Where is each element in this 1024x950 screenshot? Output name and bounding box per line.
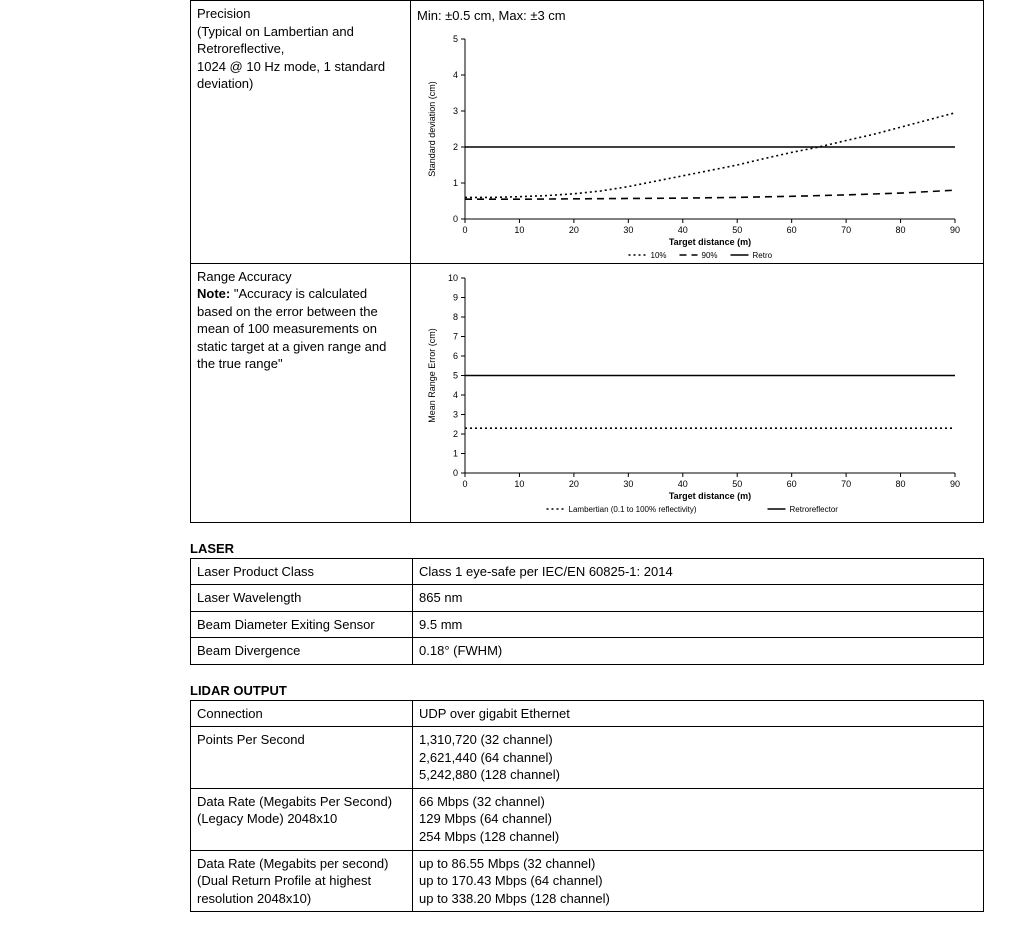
svg-text:4: 4: [453, 390, 458, 400]
svg-text:50: 50: [732, 479, 742, 489]
laser-table: Laser Product ClassClass 1 eye-safe per …: [190, 558, 984, 665]
svg-text:0: 0: [453, 214, 458, 224]
lidar-output-table: ConnectionUDP over gigabit EthernetPoint…: [190, 700, 984, 912]
spec-label: Connection: [191, 700, 413, 727]
svg-text:2: 2: [453, 429, 458, 439]
svg-text:10: 10: [514, 479, 524, 489]
svg-text:5: 5: [453, 370, 458, 380]
range-accuracy-label-cell: Range Accuracy Note: "Accuracy is calcul…: [191, 263, 411, 522]
table-row: Data Rate (Megabits per second) (Dual Re…: [191, 850, 984, 912]
spec-value: 865 nm: [413, 585, 984, 612]
svg-text:10: 10: [514, 225, 524, 235]
svg-text:3: 3: [453, 409, 458, 419]
table-row: ConnectionUDP over gigabit Ethernet: [191, 700, 984, 727]
svg-text:Retroreflector: Retroreflector: [790, 505, 839, 514]
svg-text:0: 0: [453, 468, 458, 478]
svg-text:0: 0: [462, 225, 467, 235]
precision-title: Precision: [197, 6, 250, 21]
precision-subtitle: (Typical on Lambertian and Retroreflecti…: [197, 24, 385, 92]
spec-label: Data Rate (Megabits Per Second) (Legacy …: [191, 788, 413, 850]
svg-text:6: 6: [453, 351, 458, 361]
svg-text:60: 60: [787, 225, 797, 235]
svg-text:30: 30: [623, 479, 633, 489]
svg-text:70: 70: [841, 225, 851, 235]
svg-text:80: 80: [896, 479, 906, 489]
svg-text:1: 1: [453, 178, 458, 188]
spec-label: Points Per Second: [191, 727, 413, 789]
svg-text:90: 90: [950, 479, 960, 489]
spec-value: up to 86.55 Mbps (32 channel) up to 170.…: [413, 850, 984, 912]
spec-value: Class 1 eye-safe per IEC/EN 60825-1: 201…: [413, 558, 984, 585]
spec-value: UDP over gigabit Ethernet: [413, 700, 984, 727]
spec-value: 9.5 mm: [413, 611, 984, 638]
spec-label: Data Rate (Megabits per second) (Dual Re…: [191, 850, 413, 912]
svg-text:1: 1: [453, 448, 458, 458]
svg-text:90: 90: [950, 225, 960, 235]
svg-text:0: 0: [462, 479, 467, 489]
svg-text:30: 30: [623, 225, 633, 235]
range-accuracy-row: Range Accuracy Note: "Accuracy is calcul…: [191, 263, 984, 522]
precision-value-cell: Min: ±0.5 cm, Max: ±3 cm 012345010203040…: [411, 1, 984, 264]
spec-label: Beam Diameter Exiting Sensor: [191, 611, 413, 638]
table-row: Points Per Second1,310,720 (32 channel) …: [191, 727, 984, 789]
spec-label: Laser Product Class: [191, 558, 413, 585]
laser-section-title: LASER: [190, 541, 984, 556]
svg-text:7: 7: [453, 331, 458, 341]
svg-text:Retro: Retro: [753, 251, 773, 259]
svg-text:20: 20: [569, 479, 579, 489]
svg-text:10%: 10%: [651, 251, 667, 259]
svg-text:20: 20: [569, 225, 579, 235]
spec-value: 0.18° (FWHM): [413, 638, 984, 665]
table-row: Data Rate (Megabits Per Second) (Legacy …: [191, 788, 984, 850]
precision-row: Precision (Typical on Lambertian and Ret…: [191, 1, 984, 264]
range-accuracy-value-cell: 0 1 2 3 4 5 6 7 8 9 10 0 10 20 30 40 50 60 70 80 90 Mean Rang…: [411, 263, 984, 522]
svg-text:40: 40: [678, 225, 688, 235]
table-row: Beam Divergence0.18° (FWHM): [191, 638, 984, 665]
range-accuracy-chart: 0 1 2 3 4 5 6 7 8 9 10 0 10 20 30 40 50 60 70 80 90 Mean Rang…: [417, 268, 977, 518]
spec-label: Laser Wavelength: [191, 585, 413, 612]
spec-label: Beam Divergence: [191, 638, 413, 665]
table-row: Laser Product ClassClass 1 eye-safe per …: [191, 558, 984, 585]
spec-value: 1,310,720 (32 channel) 2,621,440 (64 cha…: [413, 727, 984, 789]
precision-accuracy-table: Precision (Typical on Lambertian and Ret…: [190, 0, 984, 523]
svg-text:80: 80: [896, 225, 906, 235]
svg-text:2: 2: [453, 142, 458, 152]
svg-text:10: 10: [448, 273, 458, 283]
svg-text:Mean Range Error (cm): Mean Range Error (cm): [427, 328, 437, 423]
svg-text:Target distance (m): Target distance (m): [669, 237, 751, 247]
svg-text:8: 8: [453, 312, 458, 322]
precision-label-cell: Precision (Typical on Lambertian and Ret…: [191, 1, 411, 264]
svg-text:3: 3: [453, 106, 458, 116]
range-accuracy-title: Range Accuracy: [197, 269, 292, 284]
svg-text:Target distance (m): Target distance (m): [669, 491, 751, 501]
precision-header-text: Min: ±0.5 cm, Max: ±3 cm: [417, 5, 977, 29]
precision-chart: 0123450102030405060708090Standard deviat…: [417, 29, 977, 259]
svg-text:90%: 90%: [702, 251, 718, 259]
svg-text:Lambertian (0.1 to 100% reflec: Lambertian (0.1 to 100% reflectivity): [569, 505, 697, 514]
spec-value: 66 Mbps (32 channel) 129 Mbps (64 channe…: [413, 788, 984, 850]
table-row: Laser Wavelength865 nm: [191, 585, 984, 612]
svg-text:60: 60: [787, 479, 797, 489]
svg-text:50: 50: [732, 225, 742, 235]
svg-text:Standard deviation (cm): Standard deviation (cm): [427, 81, 437, 177]
lidar-output-section-title: LIDAR OUTPUT: [190, 683, 984, 698]
page-body: Precision (Typical on Lambertian and Ret…: [0, 0, 1024, 950]
svg-text:40: 40: [678, 479, 688, 489]
svg-text:70: 70: [841, 479, 851, 489]
table-row: Beam Diameter Exiting Sensor9.5 mm: [191, 611, 984, 638]
range-accuracy-note-prefix: Note:: [197, 286, 230, 301]
svg-text:5: 5: [453, 34, 458, 44]
svg-text:9: 9: [453, 292, 458, 302]
svg-text:4: 4: [453, 70, 458, 80]
